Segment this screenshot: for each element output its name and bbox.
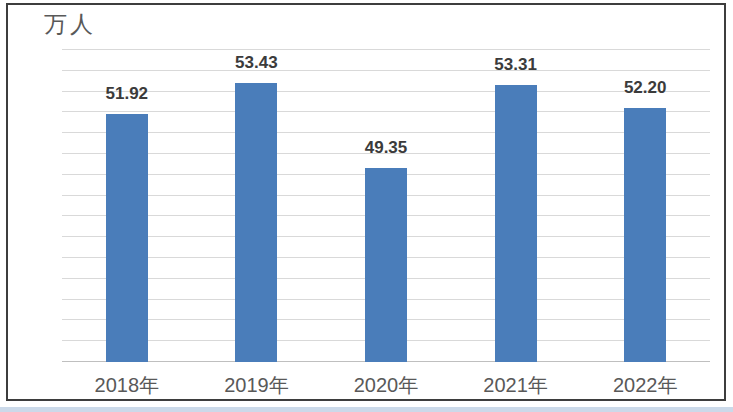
plot-area: 51.922018年53.432019年49.352020年53.312021年… bbox=[62, 50, 710, 362]
bar-chart-image: 万人 51.922018年53.432019年49.352020年53.3120… bbox=[0, 0, 733, 412]
chart-frame: 万人 51.922018年53.432019年49.352020年53.3120… bbox=[6, 3, 726, 401]
value-label-2019年: 53.43 bbox=[206, 53, 306, 73]
gridline bbox=[62, 111, 710, 112]
category-label-2022年: 2022年 bbox=[585, 372, 705, 399]
axis-unit-label: 万人 bbox=[44, 9, 96, 40]
bar-2020年 bbox=[365, 168, 407, 363]
value-label-2021年: 53.31 bbox=[466, 55, 566, 75]
category-label-2018年: 2018年 bbox=[67, 372, 187, 399]
value-label-2020年: 49.35 bbox=[336, 138, 436, 158]
bottom-window-strip bbox=[0, 407, 733, 412]
bar-2018年 bbox=[106, 114, 148, 362]
category-label-2021年: 2021年 bbox=[456, 372, 576, 399]
value-label-2018年: 51.92 bbox=[77, 84, 177, 104]
gridline bbox=[62, 132, 710, 133]
category-label-2019年: 2019年 bbox=[196, 372, 316, 399]
bar-2021年 bbox=[495, 85, 537, 362]
bar-2022年 bbox=[624, 108, 666, 362]
gridline bbox=[62, 70, 710, 71]
category-label-2020年: 2020年 bbox=[326, 372, 446, 399]
bar-2019年 bbox=[235, 83, 277, 362]
gridline bbox=[62, 49, 710, 50]
value-label-2022年: 52.20 bbox=[595, 78, 695, 98]
